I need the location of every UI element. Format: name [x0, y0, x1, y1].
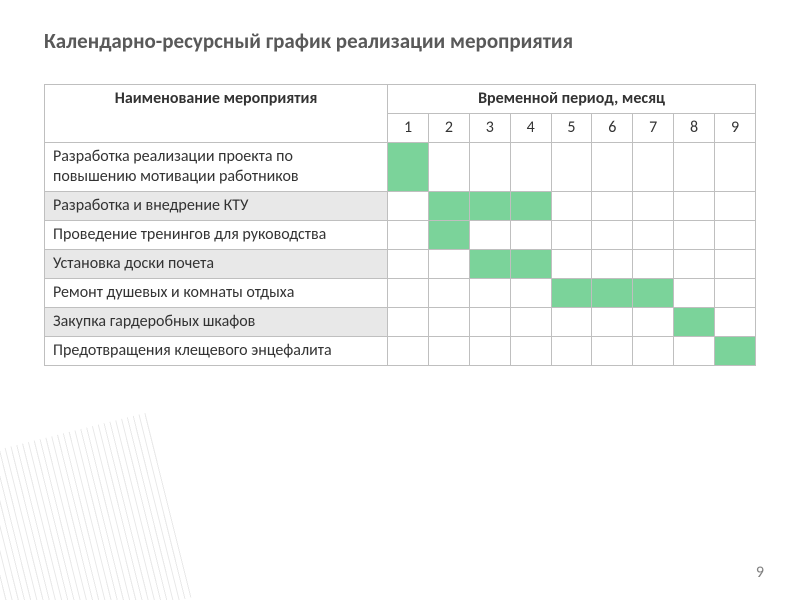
task-label: Закупка гардеробных шкафов: [45, 308, 388, 337]
month-header: 2: [428, 114, 469, 143]
gantt-cell: [633, 192, 674, 221]
gantt-cell: [633, 250, 674, 279]
slide: Календарно-ресурсный график реализации м…: [0, 0, 800, 600]
gantt-cell: [469, 337, 510, 366]
gantt-cell: [428, 337, 469, 366]
table-row: Установка доски почета: [45, 250, 756, 279]
col-header-task: Наименование мероприятия: [45, 85, 388, 143]
gantt-cell: [428, 279, 469, 308]
task-label: Проведение тренингов для руководства: [45, 221, 388, 250]
task-label: Предотвращения клещевого энцефалита: [45, 337, 388, 366]
gantt-cell: [428, 143, 469, 192]
gantt-cell: [388, 279, 429, 308]
gantt-cell: [469, 143, 510, 192]
slide-title: Календарно-ресурсный график реализации м…: [44, 28, 756, 54]
gantt-cell: [714, 279, 755, 308]
month-header: 3: [469, 114, 510, 143]
gantt-cell-filled: [428, 192, 469, 221]
task-label: Разработка реализации проекта по повышен…: [45, 143, 388, 192]
gantt-cell: [388, 337, 429, 366]
gantt-cell: [592, 192, 633, 221]
month-header: 1: [388, 114, 429, 143]
gantt-cell: [428, 308, 469, 337]
gantt-cell: [633, 221, 674, 250]
gantt-cell: [714, 192, 755, 221]
gantt-cell: [674, 143, 715, 192]
month-header: 8: [674, 114, 715, 143]
task-label: Разработка и внедрение КТУ: [45, 192, 388, 221]
table-row: Проведение тренингов для руководства: [45, 221, 756, 250]
gantt-cell: [469, 221, 510, 250]
gantt-cell: [592, 143, 633, 192]
gantt-cell: [510, 279, 551, 308]
gantt-cell: [714, 250, 755, 279]
col-header-period: Временной период, месяц: [388, 85, 756, 114]
gantt-cell: [674, 192, 715, 221]
gantt-cell: [674, 221, 715, 250]
task-label: Ремонт душевых и комнаты отдыха: [45, 279, 388, 308]
corner-decoration: [0, 413, 192, 600]
gantt-cell-filled: [510, 250, 551, 279]
gantt-cell-filled: [469, 192, 510, 221]
month-header: 6: [592, 114, 633, 143]
gantt-cell: [510, 143, 551, 192]
gantt-cell: [592, 337, 633, 366]
gantt-table: Наименование мероприятия Временной перио…: [44, 84, 756, 366]
gantt-cell: [510, 337, 551, 366]
task-label: Установка доски почета: [45, 250, 388, 279]
gantt-head-row-1: Наименование мероприятия Временной перио…: [45, 85, 756, 114]
gantt-cell-filled: [510, 192, 551, 221]
gantt-cell: [428, 250, 469, 279]
gantt-cell: [551, 250, 592, 279]
table-row: Разработка реализации проекта по повышен…: [45, 143, 756, 192]
gantt-cell: [388, 308, 429, 337]
gantt-cell: [592, 308, 633, 337]
month-header: 5: [551, 114, 592, 143]
gantt-cell: [510, 308, 551, 337]
gantt-body: Разработка реализации проекта по повышен…: [45, 143, 756, 366]
gantt-cell: [551, 308, 592, 337]
table-row: Ремонт душевых и комнаты отдыха: [45, 279, 756, 308]
gantt-cell: [388, 192, 429, 221]
gantt-cell-filled: [388, 143, 429, 192]
month-header: 9: [714, 114, 755, 143]
gantt-cell: [714, 143, 755, 192]
table-row: Закупка гардеробных шкафов: [45, 308, 756, 337]
gantt-cell: [633, 308, 674, 337]
gantt-cell: [674, 337, 715, 366]
gantt-cell: [388, 250, 429, 279]
page-number: 9: [756, 563, 764, 582]
gantt-cell: [674, 279, 715, 308]
gantt-cell-filled: [633, 279, 674, 308]
gantt-cell: [551, 192, 592, 221]
month-header: 7: [633, 114, 674, 143]
gantt-cell: [388, 221, 429, 250]
gantt-cell-filled: [551, 279, 592, 308]
gantt-cell: [551, 337, 592, 366]
gantt-cell: [714, 221, 755, 250]
gantt-cell-filled: [674, 308, 715, 337]
table-row: Разработка и внедрение КТУ: [45, 192, 756, 221]
month-header: 4: [510, 114, 551, 143]
gantt-cell: [551, 143, 592, 192]
gantt-cell: [633, 337, 674, 366]
gantt-cell: [592, 250, 633, 279]
gantt-cell: [633, 143, 674, 192]
gantt-cell-filled: [469, 250, 510, 279]
gantt-cell: [551, 221, 592, 250]
gantt-cell: [510, 221, 551, 250]
gantt-cell: [469, 279, 510, 308]
gantt-cell: [469, 308, 510, 337]
gantt-cell: [592, 221, 633, 250]
gantt-cell-filled: [714, 337, 755, 366]
gantt-cell: [714, 308, 755, 337]
gantt-cell-filled: [592, 279, 633, 308]
gantt-cell: [674, 250, 715, 279]
gantt-head: Наименование мероприятия Временной перио…: [45, 85, 756, 143]
gantt-cell-filled: [428, 221, 469, 250]
table-row: Предотвращения клещевого энцефалита: [45, 337, 756, 366]
